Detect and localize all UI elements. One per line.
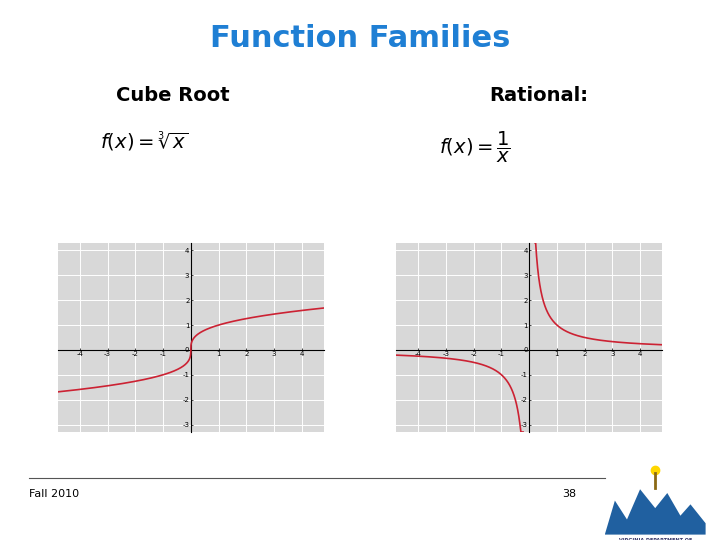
Text: Rational:: Rational: [490, 86, 589, 105]
Text: Function Families: Function Families [210, 24, 510, 53]
Text: VIRGINIA DEPARTMENT OF: VIRGINIA DEPARTMENT OF [618, 538, 692, 540]
Polygon shape [605, 489, 706, 535]
Text: Fall 2010: Fall 2010 [29, 489, 79, 499]
Text: 38: 38 [562, 489, 576, 499]
Text: $f(x) = \sqrt[3]{x}$: $f(x) = \sqrt[3]{x}$ [100, 130, 188, 153]
Text: Cube Root: Cube Root [116, 86, 230, 105]
Text: $f(x) = \dfrac{1}{x}$: $f(x) = \dfrac{1}{x}$ [439, 130, 511, 165]
